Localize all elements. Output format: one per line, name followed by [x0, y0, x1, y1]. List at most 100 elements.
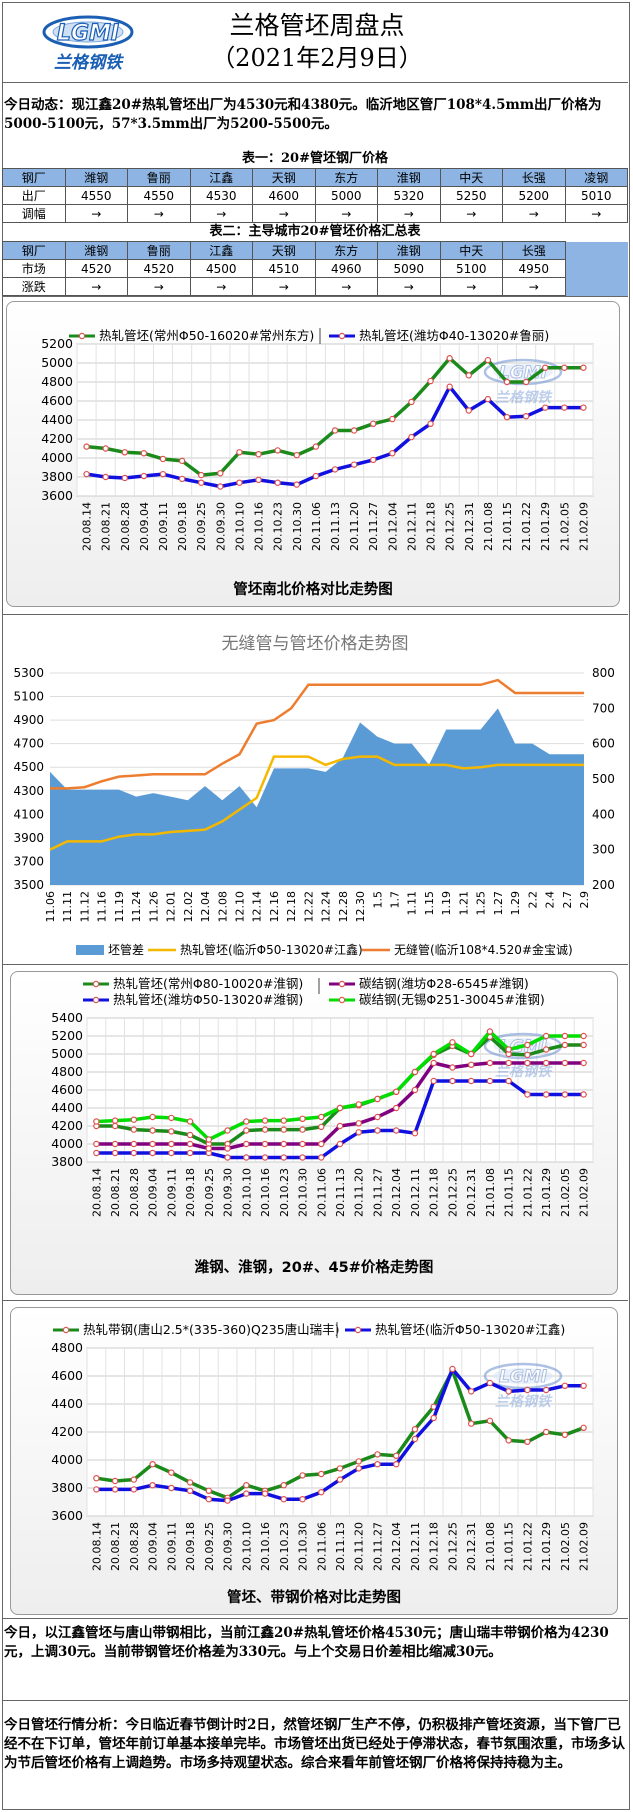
data-point: [393, 1088, 400, 1096]
x-tick-label: 12.22: [302, 891, 315, 923]
y-tick-label: 4100: [13, 807, 44, 821]
legend-marker: [354, 1326, 362, 1334]
x-tick-label: 11.16: [96, 891, 109, 923]
table-cell: 4550: [64, 186, 128, 205]
data-point: [411, 1425, 419, 1433]
table-cell: →: [314, 204, 378, 223]
legend-marker: [338, 980, 346, 988]
data-point: [336, 1140, 344, 1148]
data-point: [255, 476, 262, 484]
data-point: [149, 1140, 156, 1148]
data-point: [505, 1077, 512, 1085]
table-cell: →: [189, 204, 253, 223]
x-tick-label: 20.08.21: [109, 1522, 122, 1571]
data-point: [580, 364, 587, 371]
legend-label: 热轧管坯(常州Φ80-10020#淮钢): [113, 976, 303, 991]
x-tick-label: 21.01.22: [521, 1168, 534, 1217]
table-filler: [565, 241, 628, 260]
data-point: [467, 1050, 475, 1058]
report-header: LGMI 兰格钢铁 兰格管坯周盘点 （2021年2月9日）: [2, 2, 628, 83]
table-cell: 潍钢: [64, 241, 128, 260]
x-tick-label: 12.16: [268, 891, 281, 923]
table-cell: →: [377, 204, 441, 223]
y2-tick-label: 400: [592, 807, 615, 821]
table-cell: 东方: [314, 241, 378, 260]
data-point: [446, 355, 453, 362]
data-point: [561, 1091, 569, 1098]
y-tick-label: 4700: [13, 737, 44, 751]
x-tick-label: 21.02.09: [577, 502, 590, 551]
data-point: [168, 1114, 175, 1122]
chart1-card: 3600 3800 4000 4200 4400 4600 4800 5000 5200 20.0…: [6, 301, 620, 607]
x-tick-label: 1.19: [440, 891, 453, 916]
legend-item: 热轧管坯(临沂Φ50-13020#江鑫): [345, 1322, 565, 1337]
y-tick-label: 4000: [41, 450, 73, 465]
table-cell: →: [564, 204, 628, 223]
table-cell: →: [502, 204, 566, 223]
data-point: [299, 1115, 306, 1122]
data-point: [374, 1127, 381, 1134]
data-point: [542, 1059, 550, 1067]
data-point: [467, 1420, 475, 1427]
x-tick-label: 20.11.20: [353, 1168, 366, 1217]
series-area: [50, 708, 584, 885]
comparison-paragraph: 今日，以江鑫管坯与唐山带钢相比，当前江鑫20#热轧管坯价格4530元；唐山瑞丰带…: [4, 1625, 609, 1660]
data-point: [449, 1365, 456, 1373]
city-price-table: 钢厂 潍钢 鲁丽 江鑫 天钢 东方 淮钢 中天 长强 市场 4520 4520 4500 4510 4960…: [2, 241, 628, 296]
data-point: [93, 1474, 100, 1482]
data-point: [580, 1032, 587, 1040]
data-point: [299, 1472, 306, 1479]
data-point: [486, 1417, 494, 1425]
data-point: [149, 1113, 156, 1121]
data-point: [561, 404, 568, 411]
data-point: [280, 1140, 287, 1148]
table-cell: 钢厂: [2, 241, 66, 260]
x-tick-label: 12.01: [165, 891, 178, 923]
y2-tick-label: 200: [592, 878, 615, 892]
x-tick-label: 20.12.11: [409, 1168, 422, 1217]
x-tick-label: 20.08.28: [128, 1168, 141, 1217]
x-tick-label: 12.08: [216, 891, 229, 923]
data-point: [393, 1460, 400, 1468]
data-point: [408, 433, 415, 441]
data-point: [411, 1435, 419, 1443]
data-point: [243, 1481, 250, 1489]
x-tick-label: 20.08.14: [81, 502, 94, 551]
x-tick-label: 1.15: [423, 891, 436, 916]
data-point: [243, 1140, 250, 1148]
data-point: [561, 1041, 569, 1049]
x-tick-label: 20.08.14: [90, 1168, 103, 1217]
table-cell: 5320: [377, 186, 441, 205]
data-point: [542, 1428, 550, 1436]
data-point: [542, 1046, 550, 1053]
table-cell: 5250: [439, 186, 503, 205]
x-tick-label: 12.02: [182, 891, 195, 923]
table-cell: 5090: [377, 259, 441, 278]
table-cell: 4520: [64, 259, 128, 278]
data-point: [524, 1051, 531, 1059]
data-point: [243, 1154, 250, 1161]
table-cell: 中天: [439, 168, 503, 187]
x-tick-label: 11.24: [130, 891, 143, 923]
x-tick-label: 20.11.27: [371, 1522, 384, 1571]
table-cell: 淮钢: [377, 168, 441, 187]
y-tick-label: 4400: [51, 1396, 83, 1411]
data-point: [580, 1424, 587, 1432]
data-point: [255, 450, 262, 458]
svg-text:LGMI: LGMI: [57, 21, 119, 46]
x-tick-label: 1.27: [492, 891, 505, 916]
table-cell: 市场: [2, 259, 66, 278]
data-point: [130, 1140, 138, 1148]
data-point: [355, 1129, 362, 1136]
table-cell: 4510: [252, 259, 316, 278]
legend-label: 碳结钢(潍坊Φ28-6545#潍钢): [359, 976, 529, 991]
y-tick-label: 4000: [51, 1136, 83, 1151]
y-tick-label: 5400: [51, 1010, 83, 1025]
data-point: [486, 1028, 494, 1035]
y-tick-label: 4600: [41, 393, 73, 408]
x-tick-label: 1.29: [509, 891, 522, 916]
x-tick-label: 20.09.04: [147, 1168, 160, 1217]
x-tick-label: 20.12.11: [409, 1522, 422, 1571]
data-point: [486, 1077, 494, 1085]
data-point: [355, 1458, 362, 1465]
